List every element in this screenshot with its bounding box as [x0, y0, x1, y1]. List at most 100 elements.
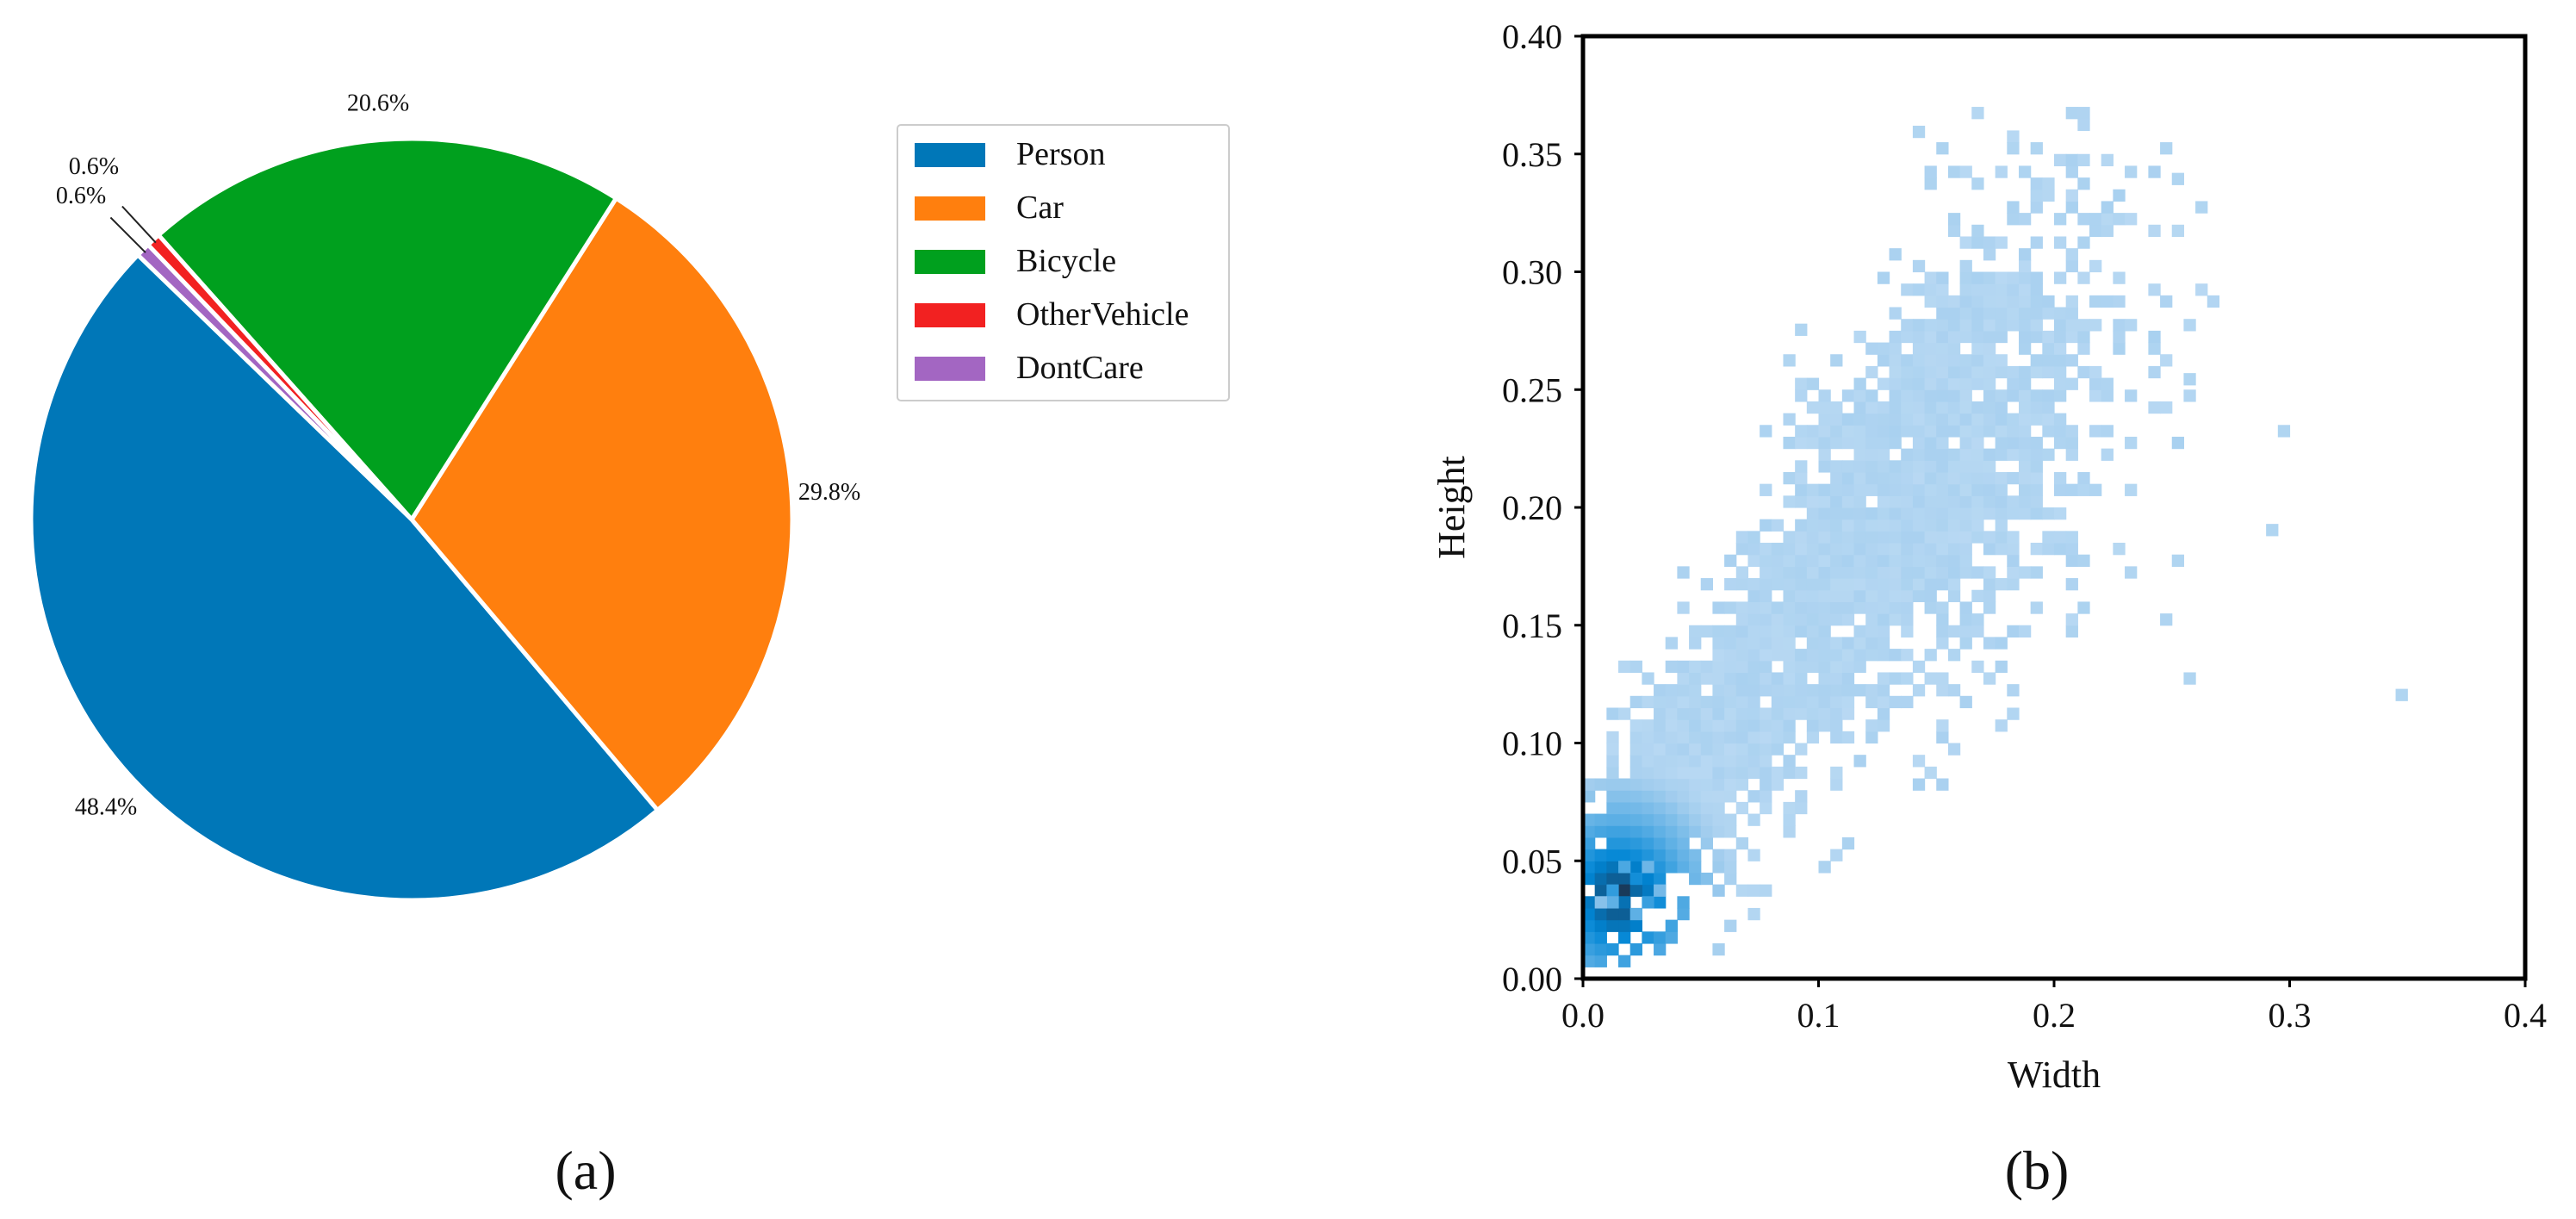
heatmap-cell [1912, 354, 1926, 367]
heatmap-cell-core [1618, 896, 1631, 909]
heatmap-cell [1865, 589, 1878, 602]
heatmap-cell [1594, 942, 1607, 956]
heatmap-cell [1971, 319, 1984, 332]
heatmap-cell [1983, 354, 1996, 367]
heatmap-cell [1936, 625, 1949, 638]
heatmap-cell [1936, 495, 1949, 508]
heatmap-cell [2007, 365, 2020, 379]
heatmap-cell [1689, 625, 1702, 638]
heatmap-cell [1889, 483, 1902, 496]
heatmap-cell [1971, 531, 1984, 544]
heatmap-cell [1606, 790, 1619, 803]
heatmap-cell [2148, 342, 2161, 355]
heatmap-cell [1783, 801, 1796, 815]
heatmap-cell [1901, 649, 1914, 662]
heatmap-cell [1947, 307, 1961, 320]
legend-swatch-dontcare [915, 357, 985, 381]
heatmap-cell [1712, 801, 1725, 815]
heatmap-cell [1924, 425, 1937, 438]
heatmap-cell [1971, 448, 1984, 461]
heatmap-cell [1995, 319, 2008, 332]
heatmap-cell [2007, 507, 2020, 520]
heatmap-cell [2054, 342, 2067, 355]
heatmap-cell [1760, 519, 1772, 532]
heatmap-cell [1795, 660, 1808, 674]
heatmap-cell [1959, 543, 1972, 556]
heatmap-cell [1583, 931, 1596, 944]
heatmap-cell [1760, 790, 1772, 803]
heatmap-cell [1924, 495, 1937, 508]
heatmap-cell [1983, 330, 1996, 344]
heatmap-cell [1760, 637, 1772, 650]
heatmap-cell [2030, 283, 2043, 296]
heatmap-cell [1629, 919, 1642, 932]
heatmap-cell [1712, 813, 1725, 826]
heatmap-cell [1724, 755, 1737, 768]
heatmap-cell [1971, 471, 1984, 485]
heatmap-cell [1889, 531, 1902, 544]
heatmap-cell [1924, 766, 1937, 780]
heatmap-cell [1783, 554, 1796, 567]
heatmap-cell [1606, 861, 1619, 874]
heatmap-cell [1677, 719, 1690, 732]
heatmap-cell [1947, 330, 1961, 344]
heatmap-cell [1724, 861, 1737, 874]
heatmap-cell [1959, 271, 1972, 284]
heatmap-cell [1830, 707, 1843, 720]
heatmap-cell [1877, 436, 1890, 450]
heatmap-cell [1901, 377, 1914, 390]
heatmap-cell [1818, 719, 1831, 732]
heatmap-cell [1735, 766, 1749, 780]
heatmap-cell [2054, 377, 2067, 390]
heatmap-outlier-cell [2266, 524, 2279, 537]
heatmap-cell [1747, 790, 1760, 803]
heatmap-cell [1853, 448, 1866, 461]
heatmap-cell [1818, 425, 1831, 438]
heatmap-cell [1594, 919, 1607, 932]
heatmap-cell [1712, 743, 1725, 756]
heatmap-cell [1971, 224, 1984, 238]
heatmap-cell [1995, 483, 2008, 496]
legend-label-othervehicle: OtherVehicle [1016, 296, 1189, 333]
heatmap-cell [2077, 319, 2090, 332]
heatmap-cell-core [1629, 907, 1642, 921]
heatmap-cell [1830, 425, 1843, 438]
heatmap-cell [1747, 695, 1760, 709]
heatmap-cell [1712, 942, 1725, 956]
heatmap-cell [1771, 778, 1785, 791]
heatmap-cell [1853, 554, 1866, 567]
legend-swatch-bicycle [915, 250, 985, 274]
heatmap-cell [1712, 790, 1725, 803]
heatmap-cell [2030, 189, 2043, 202]
heatmap-cell [1924, 377, 1937, 390]
heatmap-cell [1677, 896, 1690, 909]
heatmap-cell [2101, 153, 2114, 167]
heatmap-cell [1712, 719, 1725, 732]
heatmap-cell [2030, 401, 2043, 414]
heatmap-cell [1818, 861, 1831, 874]
heatmap-cell [2101, 448, 2114, 461]
heatmap-cell [2042, 401, 2055, 414]
heatmap-cell [1747, 625, 1760, 638]
heatmap-cell [1841, 707, 1855, 720]
heatmap-cell [1618, 872, 1631, 886]
heatmap-cell [1689, 755, 1702, 768]
heatmap-cell [1936, 672, 1949, 685]
heatmap-cell [2101, 377, 2114, 390]
heatmap-cell [1712, 660, 1725, 674]
heatmap-cell [1724, 872, 1737, 886]
heatmap-cell [2148, 224, 2161, 238]
heatmap-cell [1806, 507, 1820, 520]
heatmap-cell [1783, 766, 1796, 780]
heatmap-cell [1747, 589, 1760, 602]
heatmap-cell [1912, 589, 1926, 602]
heatmap-cell [2065, 377, 2078, 390]
heatmap-cell [1724, 672, 1737, 685]
heatmap-cell [1971, 330, 1984, 344]
heatmap-cell [1995, 519, 2008, 532]
heatmap-cell [1912, 448, 1926, 461]
heatmap-cell [1747, 766, 1760, 780]
heatmap-cell [1771, 707, 1785, 720]
heatmap-cell [1806, 684, 1820, 697]
heatmap-cell [1618, 907, 1631, 921]
